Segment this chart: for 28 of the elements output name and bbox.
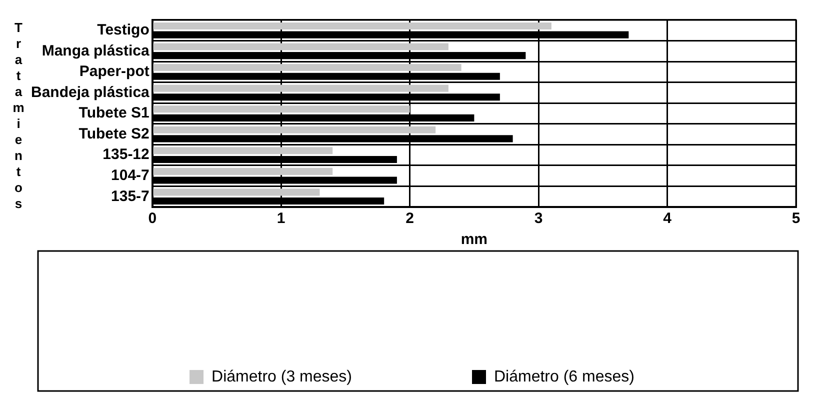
y-tick-label: Tubete S2 <box>78 125 150 142</box>
x-tick-label: 5 <box>792 210 800 228</box>
bar <box>153 84 448 92</box>
y-tick-label: 135-12 <box>102 146 150 164</box>
y-tick-label: Manga plástica <box>42 42 150 60</box>
y-tick-label: 135-7 <box>111 188 150 205</box>
bar <box>153 168 333 175</box>
bar <box>153 43 448 50</box>
x-axis-title: mm <box>460 231 488 248</box>
y-tick-label: Tubete S1 <box>78 104 150 122</box>
bar <box>153 106 410 113</box>
bar <box>153 188 320 196</box>
y-tick-label: Testigo <box>97 22 150 39</box>
bar <box>153 22 552 30</box>
legend-label: Diámetro (3 meses) <box>212 368 352 386</box>
y-tick-label: Paper-pot <box>79 63 150 80</box>
bar <box>153 126 436 134</box>
y-axis-title: Tratamientos <box>10 20 27 212</box>
y-tick-label: 104-7 <box>111 166 150 184</box>
x-tick-label: 0 <box>148 210 157 228</box>
x-tick-label: 1 <box>276 210 286 228</box>
y-tick-label: Bandeja plástica <box>30 84 150 101</box>
legend-label: Diámetro (6 meses) <box>494 368 634 386</box>
bar <box>153 64 462 72</box>
bar <box>153 147 333 154</box>
x-tick-label: 3 <box>534 210 543 228</box>
x-tick-label: 2 <box>406 210 414 228</box>
x-tick-label: 4 <box>663 210 672 228</box>
